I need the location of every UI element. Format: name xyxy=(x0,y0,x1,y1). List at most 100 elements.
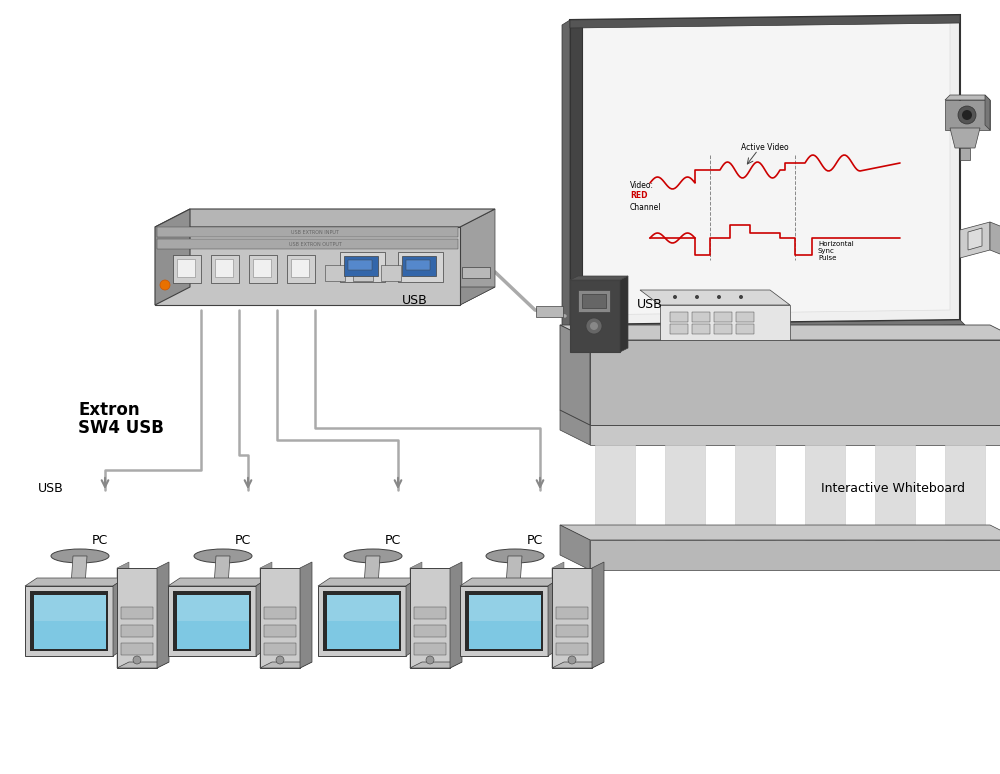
Circle shape xyxy=(586,318,602,334)
Polygon shape xyxy=(414,643,446,655)
Polygon shape xyxy=(570,15,960,28)
Polygon shape xyxy=(34,595,106,649)
Polygon shape xyxy=(344,256,378,276)
Polygon shape xyxy=(590,425,1000,445)
Polygon shape xyxy=(291,259,309,277)
Text: USB: USB xyxy=(637,299,663,311)
Polygon shape xyxy=(117,568,157,668)
Circle shape xyxy=(673,295,677,299)
Polygon shape xyxy=(875,445,915,540)
Polygon shape xyxy=(117,662,169,668)
Polygon shape xyxy=(325,265,345,281)
Polygon shape xyxy=(950,128,980,148)
Polygon shape xyxy=(460,578,560,586)
Polygon shape xyxy=(157,562,169,668)
Text: PC: PC xyxy=(92,533,108,546)
Polygon shape xyxy=(565,320,965,330)
Polygon shape xyxy=(665,445,705,540)
Polygon shape xyxy=(155,209,190,305)
Polygon shape xyxy=(990,222,1000,256)
Polygon shape xyxy=(117,562,129,668)
Text: PC: PC xyxy=(527,533,543,546)
Polygon shape xyxy=(34,595,106,621)
Polygon shape xyxy=(327,595,399,649)
Circle shape xyxy=(160,280,170,290)
Polygon shape xyxy=(620,276,628,352)
Polygon shape xyxy=(469,595,541,649)
Text: Interactive Whiteboard: Interactive Whiteboard xyxy=(821,481,965,495)
Polygon shape xyxy=(414,607,446,619)
Polygon shape xyxy=(560,410,590,445)
Polygon shape xyxy=(406,260,430,270)
Polygon shape xyxy=(211,255,239,283)
Polygon shape xyxy=(556,643,588,655)
Polygon shape xyxy=(578,290,610,312)
Polygon shape xyxy=(560,325,1000,340)
Polygon shape xyxy=(552,662,604,668)
Circle shape xyxy=(568,656,576,664)
Polygon shape xyxy=(960,222,990,258)
Text: Active Video: Active Video xyxy=(741,142,789,152)
Polygon shape xyxy=(287,255,315,283)
Polygon shape xyxy=(590,540,1000,570)
Text: Sync: Sync xyxy=(818,248,835,254)
Circle shape xyxy=(133,656,141,664)
Polygon shape xyxy=(323,591,401,651)
Polygon shape xyxy=(398,252,443,282)
Polygon shape xyxy=(340,252,385,282)
Circle shape xyxy=(958,106,976,124)
Polygon shape xyxy=(945,100,990,130)
Polygon shape xyxy=(157,227,458,237)
Polygon shape xyxy=(590,340,1000,425)
Circle shape xyxy=(695,295,699,299)
Polygon shape xyxy=(552,562,564,668)
Polygon shape xyxy=(353,265,373,281)
Ellipse shape xyxy=(194,549,252,563)
Polygon shape xyxy=(460,209,495,305)
Polygon shape xyxy=(595,445,635,540)
Polygon shape xyxy=(736,324,754,334)
Polygon shape xyxy=(548,578,560,656)
Text: RED: RED xyxy=(630,191,648,200)
Polygon shape xyxy=(410,662,462,668)
Polygon shape xyxy=(556,607,588,619)
Polygon shape xyxy=(121,607,153,619)
Polygon shape xyxy=(300,562,312,668)
Text: USB: USB xyxy=(402,293,428,307)
Polygon shape xyxy=(506,556,522,586)
Polygon shape xyxy=(592,562,604,668)
Polygon shape xyxy=(968,228,982,250)
Text: USB EXTRON INPUT: USB EXTRON INPUT xyxy=(291,230,339,235)
Polygon shape xyxy=(469,595,541,621)
Polygon shape xyxy=(113,578,125,656)
Polygon shape xyxy=(570,280,620,352)
Polygon shape xyxy=(260,562,272,668)
Polygon shape xyxy=(318,578,418,586)
Polygon shape xyxy=(735,445,775,540)
Text: Horizontal: Horizontal xyxy=(818,241,854,247)
Polygon shape xyxy=(30,591,108,651)
Polygon shape xyxy=(960,148,970,160)
Circle shape xyxy=(426,656,434,664)
Polygon shape xyxy=(168,578,268,586)
Polygon shape xyxy=(348,260,372,270)
Text: Channel: Channel xyxy=(630,203,662,211)
Polygon shape xyxy=(264,625,296,637)
Polygon shape xyxy=(318,586,406,656)
Circle shape xyxy=(276,656,284,664)
Polygon shape xyxy=(173,591,251,651)
Polygon shape xyxy=(460,586,548,656)
Polygon shape xyxy=(556,625,588,637)
Polygon shape xyxy=(25,578,125,586)
Text: PC: PC xyxy=(235,533,251,546)
Circle shape xyxy=(590,322,598,330)
Polygon shape xyxy=(260,568,300,668)
Polygon shape xyxy=(570,20,582,325)
Polygon shape xyxy=(736,312,754,322)
Polygon shape xyxy=(660,305,790,340)
Polygon shape xyxy=(560,525,590,570)
Polygon shape xyxy=(536,306,563,317)
Polygon shape xyxy=(414,625,446,637)
Polygon shape xyxy=(670,312,688,322)
Polygon shape xyxy=(945,95,990,100)
